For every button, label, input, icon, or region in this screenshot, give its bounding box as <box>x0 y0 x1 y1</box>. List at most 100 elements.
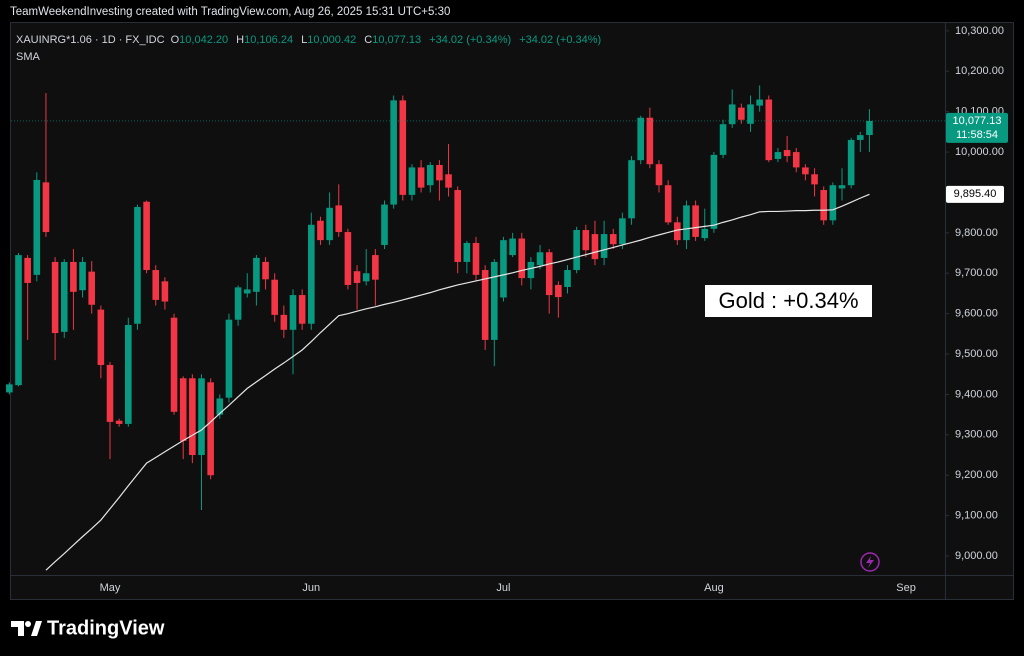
logo-shape <box>11 621 24 636</box>
y-tick-label: 9,500.00 <box>955 348 998 360</box>
candle-body <box>838 185 846 189</box>
candle-body <box>436 164 443 181</box>
candle-body <box>545 252 553 296</box>
candle-body <box>344 232 352 285</box>
candle-body <box>783 150 791 157</box>
candle-body <box>408 167 416 195</box>
x-tick-label: Jun <box>302 582 320 594</box>
candle-body <box>97 309 105 365</box>
candle-body <box>719 124 727 155</box>
candle-body <box>15 255 22 386</box>
candle-body <box>637 117 644 161</box>
candle-body <box>33 179 41 275</box>
candle-body <box>857 135 864 140</box>
x-tick-label: Sep <box>896 582 916 594</box>
candle-body <box>472 242 480 275</box>
change: +34.02 (+0.34%) <box>519 34 601 46</box>
symbol: XAUINRG*1.06 · 1D · FX_IDC <box>16 34 165 46</box>
y-tick-label: 9,100.00 <box>955 510 998 522</box>
sma-tag-label: 9,895.40 <box>954 188 997 200</box>
candle-body <box>79 261 86 291</box>
candle-body <box>6 384 13 393</box>
candle-body <box>728 104 736 125</box>
candle-body <box>262 261 269 280</box>
candle-body <box>463 242 471 262</box>
y-tick-label: 9,700.00 <box>955 267 998 279</box>
ohlc-value: 10,000.42 <box>307 34 356 46</box>
candle-body <box>243 289 251 294</box>
candle-body <box>866 120 873 136</box>
candle-body <box>774 152 782 159</box>
candle-body <box>179 378 187 441</box>
candle-body <box>811 174 818 185</box>
candle-body <box>527 261 535 279</box>
last-price-label: 10,077.13 <box>953 115 1002 127</box>
logo-shape <box>31 621 42 636</box>
candle-body <box>509 238 516 256</box>
candle-body <box>683 205 690 241</box>
candle-body <box>143 201 150 271</box>
candle-body <box>106 364 114 422</box>
candle-body <box>500 240 507 298</box>
candle-body <box>289 295 297 330</box>
candle-body <box>308 224 315 324</box>
candle-body <box>225 319 233 398</box>
candle-body <box>234 287 242 320</box>
candle-body <box>207 382 214 476</box>
change: +34.02 (+0.34%) <box>429 34 511 46</box>
x-tick-label: May <box>100 582 121 594</box>
candle-body <box>582 230 590 251</box>
annotation: Gold : +0.34% <box>718 288 858 313</box>
candle-body <box>738 107 745 120</box>
candle-body <box>390 100 397 205</box>
logo-shape <box>25 621 31 627</box>
candle-body <box>792 152 800 168</box>
candle-body <box>253 257 260 292</box>
candle-body <box>280 314 288 330</box>
y-tick-label: 9,600.00 <box>955 308 998 320</box>
candle-body <box>51 261 59 334</box>
candle-body <box>189 378 196 456</box>
candle-body <box>847 139 855 186</box>
candle-body <box>88 271 95 305</box>
candle-body <box>609 234 617 245</box>
candle-body <box>317 220 324 241</box>
annotation-box <box>705 285 872 317</box>
candle-body <box>619 218 626 245</box>
candle-body <box>353 271 361 283</box>
candle-body <box>765 99 773 161</box>
ohlc-value: 10,106.24 <box>244 34 293 46</box>
candle-body <box>664 185 672 223</box>
candle-body <box>161 281 169 302</box>
candle-body <box>555 284 562 298</box>
sma-tag <box>946 185 1004 203</box>
y-tick-label: 9,400.00 <box>955 388 998 400</box>
candle-body <box>802 167 809 175</box>
alert-icon[interactable] <box>860 552 880 572</box>
plot: 9,000.00 9,100.00 9,200.00 9,300.00 9,400.00… <box>6 25 1004 594</box>
x-tick-label: Jul <box>496 582 510 594</box>
candle-body <box>326 207 333 241</box>
last-price-tag <box>946 112 1008 143</box>
sma-line <box>45 193 870 571</box>
candle-body <box>362 273 370 282</box>
y-tick-label: 10,300.00 <box>955 25 1004 37</box>
candle-body <box>536 252 544 266</box>
y-tick-label: 10,000.00 <box>955 146 1004 158</box>
candle-body <box>600 234 608 258</box>
candle-body <box>134 207 141 324</box>
candle-body <box>170 317 178 412</box>
candle-body <box>399 100 407 195</box>
candle-body <box>701 228 709 239</box>
y-tick-label: 10,200.00 <box>955 65 1004 77</box>
candle-body <box>747 104 754 124</box>
credit: TeamWeekendInvesting created with Tradin… <box>10 6 450 18</box>
candle-body <box>271 279 278 315</box>
x-tick-label: Aug <box>704 582 724 594</box>
candle-body <box>491 261 498 340</box>
candle-body <box>454 190 461 262</box>
candle-body <box>628 160 635 219</box>
candle-body <box>573 230 580 271</box>
